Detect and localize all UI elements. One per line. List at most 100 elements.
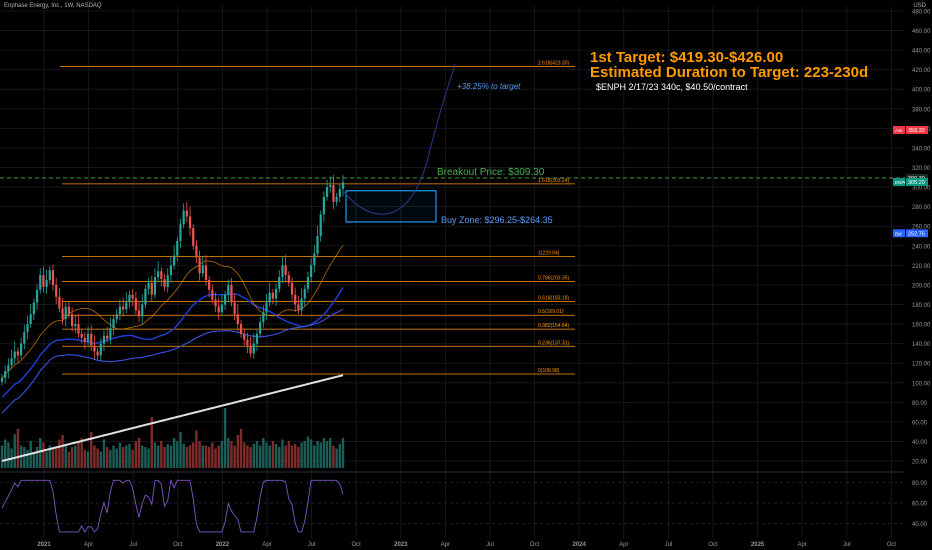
- option-note[interactable]: $ENPH 2/17/23 340c, $40.50/contract: [596, 82, 748, 92]
- buy-zone-label[interactable]: Buy Zone: $296.25-$264.35: [441, 215, 553, 225]
- candle-body: [112, 319, 115, 328]
- candlesticks[interactable]: [0, 174, 345, 386]
- candle-body: [185, 210, 188, 217]
- fib-level-label: 0.618(183.18): [538, 295, 569, 301]
- drawings[interactable]: [0, 63, 905, 223]
- volume-bar: [134, 441, 138, 468]
- volume-bar: [0, 445, 4, 468]
- time-tick-label: Jul: [665, 542, 673, 548]
- time-tick-label: Oct: [887, 542, 897, 548]
- candle-body: [77, 324, 80, 334]
- breakout-label[interactable]: Breakout Price: $309.30: [437, 167, 545, 178]
- candle-body: [341, 182, 345, 190]
- oscillator-pane: 80.00 60.00 40.00: [0, 471, 928, 533]
- candle-body: [268, 292, 271, 303]
- volume-bar: [99, 451, 103, 468]
- candle-body: [230, 284, 233, 303]
- candle-body: [294, 294, 297, 305]
- volume-bar: [322, 438, 326, 468]
- volume-bar: [150, 417, 153, 468]
- candle-body: [144, 288, 147, 305]
- candle-body: [281, 265, 284, 278]
- candle-body: [16, 351, 20, 356]
- price-badge-tag-text: ENPH: [895, 180, 908, 185]
- time-tick-label: Jul: [129, 542, 137, 548]
- candle-body: [26, 324, 29, 332]
- volume-bar: [39, 438, 42, 468]
- price-tick-label: 380.00: [912, 107, 931, 113]
- time-axis[interactable]: 2021 Apr Jul Oct 2022 Apr Jul Oct 2023 Apr Jul Oct 2…: [37, 542, 896, 548]
- fib-extension[interactable]: 2.618(423.30) 1.618(303.24) 1(229.04) 0.786…: [60, 60, 575, 375]
- volume-bar: [74, 445, 77, 468]
- time-tick-label: Apr: [84, 542, 93, 548]
- volume-bar: [7, 442, 10, 468]
- volume-bar: [13, 434, 16, 468]
- candle-body: [99, 343, 102, 356]
- duration-annotation[interactable]: Estimated Duration to Target: 223-230d: [590, 64, 869, 81]
- price-tick-label: 140.00: [912, 342, 931, 348]
- volume-bar: [242, 442, 246, 468]
- candle-body: [255, 333, 259, 344]
- candle-body: [188, 216, 192, 229]
- price-badge-tag-text: Ask: [895, 128, 903, 133]
- symbol-header[interactable]: Enphase Energy, Inc., 1W, NASDAQ: [4, 3, 102, 9]
- candle-body: [252, 343, 255, 354]
- time-tick-label: 2022: [216, 542, 230, 548]
- volume-bar: [172, 438, 176, 468]
- volume-bar: [51, 447, 55, 468]
- currency-label: USD: [913, 3, 926, 9]
- volume-bar: [156, 445, 160, 468]
- candle-body: [316, 235, 319, 254]
- candle-body: [96, 351, 99, 356]
- volume-bar: [268, 445, 271, 468]
- price-tick-label: 200.00: [912, 283, 931, 289]
- fib-level-label: 0(108.98): [538, 368, 560, 374]
- candle-body: [58, 296, 61, 309]
- volume-bar: [3, 439, 7, 468]
- volume-bar: [230, 441, 233, 468]
- price-tick-label: 100.00: [912, 381, 931, 387]
- candle-body: [169, 265, 173, 276]
- osc-tick-label: 60.00: [912, 502, 928, 508]
- candle-body: [10, 358, 13, 366]
- buy-zone-box: [345, 190, 437, 223]
- price-tick-label: 260.00: [912, 225, 931, 231]
- time-tick-label: Oct: [530, 542, 540, 548]
- candle-body: [204, 265, 208, 281]
- price-tick-label: 160.00: [912, 323, 931, 329]
- candle-body: [74, 324, 77, 327]
- price-tick-label: 220.00: [912, 264, 931, 270]
- candle-body: [121, 306, 125, 310]
- target-annotation[interactable]: 1st Target: $419.30-$426.00: [590, 49, 784, 66]
- candle-body: [13, 351, 16, 359]
- volume-bar: [64, 445, 67, 468]
- time-tick-label: Apr: [262, 542, 271, 548]
- volume-bar: [176, 441, 179, 468]
- price-axis[interactable]: 20.00 40.00 60.00 80.00 100.00 120.00 140.00 16…: [893, 9, 931, 466]
- volume-bar: [274, 444, 278, 468]
- candle-body: [201, 265, 204, 274]
- volume-bar: [255, 441, 259, 468]
- candle-body: [45, 280, 48, 287]
- volume-bar: [86, 451, 90, 468]
- candle-body: [70, 314, 74, 327]
- volume-bar: [70, 447, 74, 468]
- price-tick-label: 180.00: [912, 303, 931, 309]
- price-badge: [906, 173, 928, 182]
- pct-to-target-label[interactable]: +38.25% to target: [457, 82, 521, 91]
- candle-body: [236, 314, 239, 325]
- candle-body: [227, 284, 230, 295]
- volume-bar: [105, 447, 109, 468]
- time-tick-label: 2023: [394, 542, 408, 548]
- candle-body: [223, 294, 227, 305]
- volume-bar: [26, 450, 29, 468]
- volume-bar: [188, 445, 192, 468]
- volume-bar: [246, 445, 249, 468]
- volume-bar: [147, 448, 150, 468]
- volume-bar: [258, 445, 262, 468]
- candle-body: [29, 314, 32, 325]
- volume-bar: [125, 445, 128, 468]
- fib-level-label: 2.618(423.30): [538, 60, 569, 66]
- fib-level-label: 0.786(203.35): [538, 276, 569, 282]
